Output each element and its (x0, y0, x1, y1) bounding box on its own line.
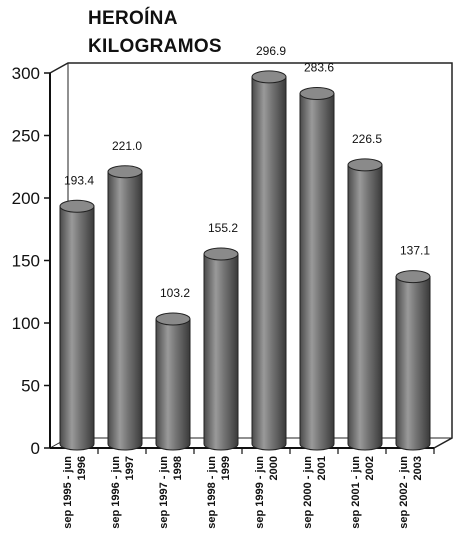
x-tick-label: 1999 (220, 456, 232, 480)
x-tick-label: sep 2001 - jun (350, 456, 362, 529)
chart-title-line-1: HEROÍNA (88, 8, 178, 29)
y-tick-label: 200 (12, 189, 40, 208)
data-label: 283.6 (304, 61, 334, 75)
data-label: 193.4 (64, 173, 94, 187)
bar-top (347, 158, 383, 172)
x-tick-label: sep 1999 - jun (254, 456, 266, 529)
bar-6 (299, 87, 335, 451)
data-label: 137.1 (400, 244, 430, 258)
y-tick-label: 100 (12, 314, 40, 333)
y-tick-label: 150 (12, 252, 40, 271)
bar-body (251, 76, 287, 451)
bar-top (107, 165, 143, 179)
bar-3 (155, 312, 191, 451)
x-tick-label: 2001 (316, 456, 328, 480)
bar-body (59, 205, 95, 451)
y-tick-label: 250 (12, 127, 40, 146)
x-tick-label: sep 1997 - jun (158, 456, 170, 529)
bar-top (299, 87, 335, 100)
data-label: 103.2 (160, 286, 190, 300)
bar-top (59, 199, 95, 213)
x-tick-label: 2000 (268, 456, 280, 480)
x-tick-label: 1998 (172, 456, 184, 480)
chart-frame (49, 62, 453, 449)
x-tick-label: sep 1995 - jun (62, 456, 74, 529)
labels-group: 193.4 sep 1995 - jun 1996 221.0 sep 1996 - j… (62, 44, 430, 529)
data-label: 155.2 (208, 221, 238, 235)
bar-top (251, 70, 287, 84)
bar-8 (395, 270, 431, 451)
data-label: 221.0 (112, 139, 142, 153)
x-tick-label: 2002 (364, 456, 376, 480)
y-tick-label: 300 (12, 64, 40, 83)
x-tick-label: sep 1998 - jun (206, 456, 218, 529)
bar-top (155, 312, 191, 326)
data-label: 226.5 (352, 132, 382, 146)
bars-group (59, 70, 431, 451)
x-tick-label: 1996 (76, 456, 88, 480)
bar-2 (107, 165, 143, 451)
bar-4 (203, 247, 239, 451)
x-tick-label: sep 2002 - jun (398, 456, 410, 529)
bar-5 (251, 70, 287, 451)
bar-7 (347, 158, 383, 451)
bar-top (395, 270, 431, 284)
bar-body (155, 318, 191, 451)
bar-1 (59, 199, 95, 451)
bar-body (299, 93, 335, 451)
bar-top (203, 247, 239, 261)
x-tick-label: 2003 (412, 456, 424, 480)
chart-title-line-2: KILOGRAMOS (88, 36, 222, 57)
bar-body (107, 171, 143, 451)
bar-body (203, 253, 239, 451)
x-tick-label: sep 2000 - jun (302, 456, 314, 529)
bar-body (395, 276, 431, 451)
x-tick-label: 1997 (124, 456, 136, 480)
x-tick-label: sep 1996 - jun (110, 456, 122, 529)
y-tick-label: 0 (31, 439, 40, 458)
data-label: 296.9 (256, 44, 286, 58)
y-tick-label: 50 (21, 377, 40, 396)
bar-body (347, 164, 383, 451)
